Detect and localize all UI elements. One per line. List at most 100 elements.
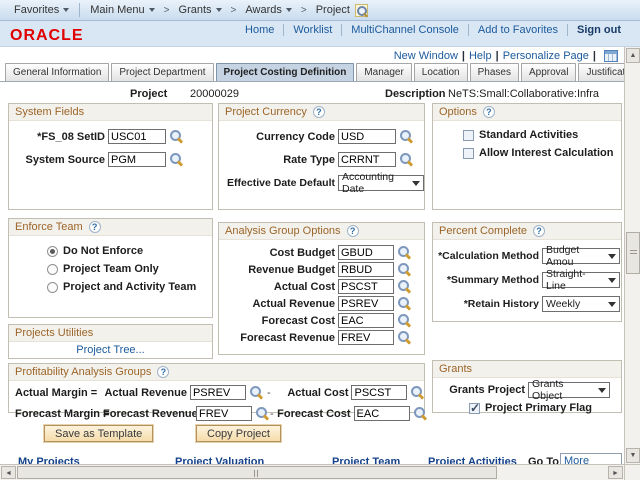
lookup-icon[interactable]	[249, 385, 263, 400]
minus-sign: -	[269, 407, 274, 420]
page-action-bar: New Window | Help | Personalize Page |	[394, 50, 618, 62]
tab-location[interactable]: Location	[413, 63, 468, 81]
calculation-method-select[interactable]: Budget Amou	[542, 244, 620, 268]
retain-history-select[interactable]: Weekly	[542, 296, 620, 312]
analysis-group-options-title: Analysis Group Options ?	[219, 223, 424, 240]
project-and-activity-team-label: Project and Activity Team	[63, 281, 197, 293]
project-header-row: Project 20000029 Description NeTS:Small:…	[0, 88, 624, 102]
rate-type-label: Rate Type	[283, 153, 335, 166]
breadcrumb-awards[interactable]: Awards	[237, 0, 299, 20]
tab-project-costing-definition[interactable]: Project Costing Definition	[215, 63, 355, 81]
tab-project-department[interactable]: Project Department	[111, 63, 214, 81]
system-fields-group: System Fields *FS_08 SetID System Source	[8, 103, 213, 210]
tab-justification[interactable]: Justification	[578, 63, 624, 81]
project-and-activity-team-radio[interactable]	[47, 281, 58, 293]
tab-manager[interactable]: Manager	[356, 63, 412, 81]
actual-revenue-input[interactable]	[338, 296, 394, 311]
lookup-icon[interactable]	[410, 385, 424, 400]
lookup-icon[interactable]	[169, 152, 183, 167]
scroll-right-arrow[interactable]: ►	[608, 466, 623, 479]
copy-project-button[interactable]: Copy Project	[195, 424, 282, 443]
horizontal-scrollbar[interactable]: ◄ ►	[0, 464, 624, 480]
personalize-page-link[interactable]: Personalize Page	[502, 50, 589, 62]
save-as-template-button[interactable]: Save as Template	[42, 424, 155, 443]
lookup-icon[interactable]	[399, 152, 413, 167]
currency-code-input[interactable]	[338, 129, 396, 144]
actual-revenue-input[interactable]	[189, 385, 246, 400]
lookup-icon[interactable]	[399, 129, 413, 144]
main-menu[interactable]: Main Menu	[82, 0, 162, 20]
help-icon[interactable]: ?	[346, 225, 359, 237]
lookup-icon[interactable]	[255, 406, 268, 421]
currency-code-label: Currency Code	[256, 130, 335, 143]
percent-complete-title: Percent Complete ?	[433, 223, 621, 240]
cost-budget-input[interactable]	[338, 245, 394, 260]
grid-icon[interactable]	[604, 50, 618, 62]
help-icon[interactable]: ?	[88, 221, 101, 233]
scroll-left-arrow[interactable]: ◄	[1, 466, 16, 479]
worklist-link[interactable]: Worklist	[293, 24, 333, 36]
profitability-analysis-group: Profitability Analysis Groups ? Actual M…	[8, 363, 426, 421]
add-to-favorites-link[interactable]: Add to Favorites	[477, 24, 558, 36]
multichannel-console-link[interactable]: MultiChannel Console	[351, 24, 459, 36]
system-source-input[interactable]	[108, 152, 166, 167]
projects-utilities-title: Projects Utilities	[9, 325, 212, 342]
summary-method-select[interactable]: Straight-Line	[542, 268, 620, 292]
revenue-budget-input[interactable]	[338, 262, 394, 277]
help-icon[interactable]: ?	[482, 106, 495, 118]
lookup-icon[interactable]	[397, 245, 411, 260]
vertical-scrollbar-thumb[interactable]	[626, 232, 640, 274]
forecast-cost-input[interactable]	[353, 406, 410, 421]
favorites-label: Favorites	[14, 4, 60, 16]
breadcrumb-grants[interactable]: Grants	[171, 0, 230, 20]
project-value: 20000029	[190, 88, 239, 100]
tab-approval[interactable]: Approval	[520, 63, 577, 81]
standard-activities-checkbox[interactable]	[463, 129, 474, 141]
forecast-revenue-input[interactable]	[338, 330, 394, 345]
lookup-icon[interactable]	[413, 406, 426, 421]
horizontal-scrollbar-thumb[interactable]	[17, 466, 497, 479]
lookup-icon[interactable]	[397, 313, 411, 328]
home-link[interactable]: Home	[245, 24, 275, 36]
help-icon[interactable]: ?	[533, 225, 546, 237]
lookup-icon[interactable]	[397, 262, 411, 277]
grants-project-select[interactable]: Grants Object	[528, 378, 610, 402]
oracle-logo: ORACLE	[10, 27, 84, 44]
setid-input[interactable]	[108, 129, 166, 144]
rate-type-input[interactable]	[338, 152, 396, 167]
forecast-revenue-input[interactable]	[196, 406, 252, 421]
scroll-down-arrow[interactable]: ▼	[626, 448, 640, 463]
divider	[467, 24, 469, 36]
forecast-cost-input[interactable]	[338, 313, 394, 328]
dropdown-arrow-icon	[598, 387, 606, 393]
actual-cost-input[interactable]	[338, 279, 394, 294]
actual-margin-label: Actual Margin =	[15, 386, 98, 399]
tab-general-information[interactable]: General Information	[5, 63, 110, 81]
effective-date-default-select[interactable]: Accounting Date	[338, 171, 424, 195]
help-icon[interactable]: ?	[157, 366, 170, 378]
do-not-enforce-radio[interactable]	[47, 245, 58, 257]
tab-phases[interactable]: Phases	[469, 63, 519, 81]
sign-out-link[interactable]: Sign out	[577, 24, 621, 36]
vertical-scrollbar[interactable]: ▲ ▼	[624, 47, 640, 464]
lookup-icon[interactable]	[397, 330, 411, 345]
actual-cost-input[interactable]	[351, 385, 408, 400]
new-window-link[interactable]: New Window	[393, 50, 458, 62]
help-link[interactable]: Help	[468, 50, 492, 62]
search-icon[interactable]	[354, 3, 368, 17]
help-icon[interactable]: ?	[312, 106, 325, 118]
forecast-margin-label: Forecast Margin =	[15, 407, 110, 420]
breadcrumb-label: Grants	[178, 4, 212, 16]
lookup-icon[interactable]	[397, 279, 411, 294]
allow-interest-calculation-checkbox[interactable]	[463, 147, 474, 159]
divider	[79, 3, 81, 17]
project-team-only-radio[interactable]	[47, 263, 58, 275]
project-tree-link[interactable]: Project Tree...	[76, 344, 145, 356]
scroll-up-arrow[interactable]: ▲	[626, 48, 640, 63]
lookup-icon[interactable]	[169, 129, 183, 144]
actual-revenue-label: Actual Revenue	[252, 297, 335, 310]
favorites-menu[interactable]: Favorites	[6, 0, 77, 20]
breadcrumb-project[interactable]: Project	[308, 0, 376, 20]
project-primary-flag-checkbox[interactable]	[469, 401, 480, 415]
lookup-icon[interactable]	[397, 296, 411, 311]
